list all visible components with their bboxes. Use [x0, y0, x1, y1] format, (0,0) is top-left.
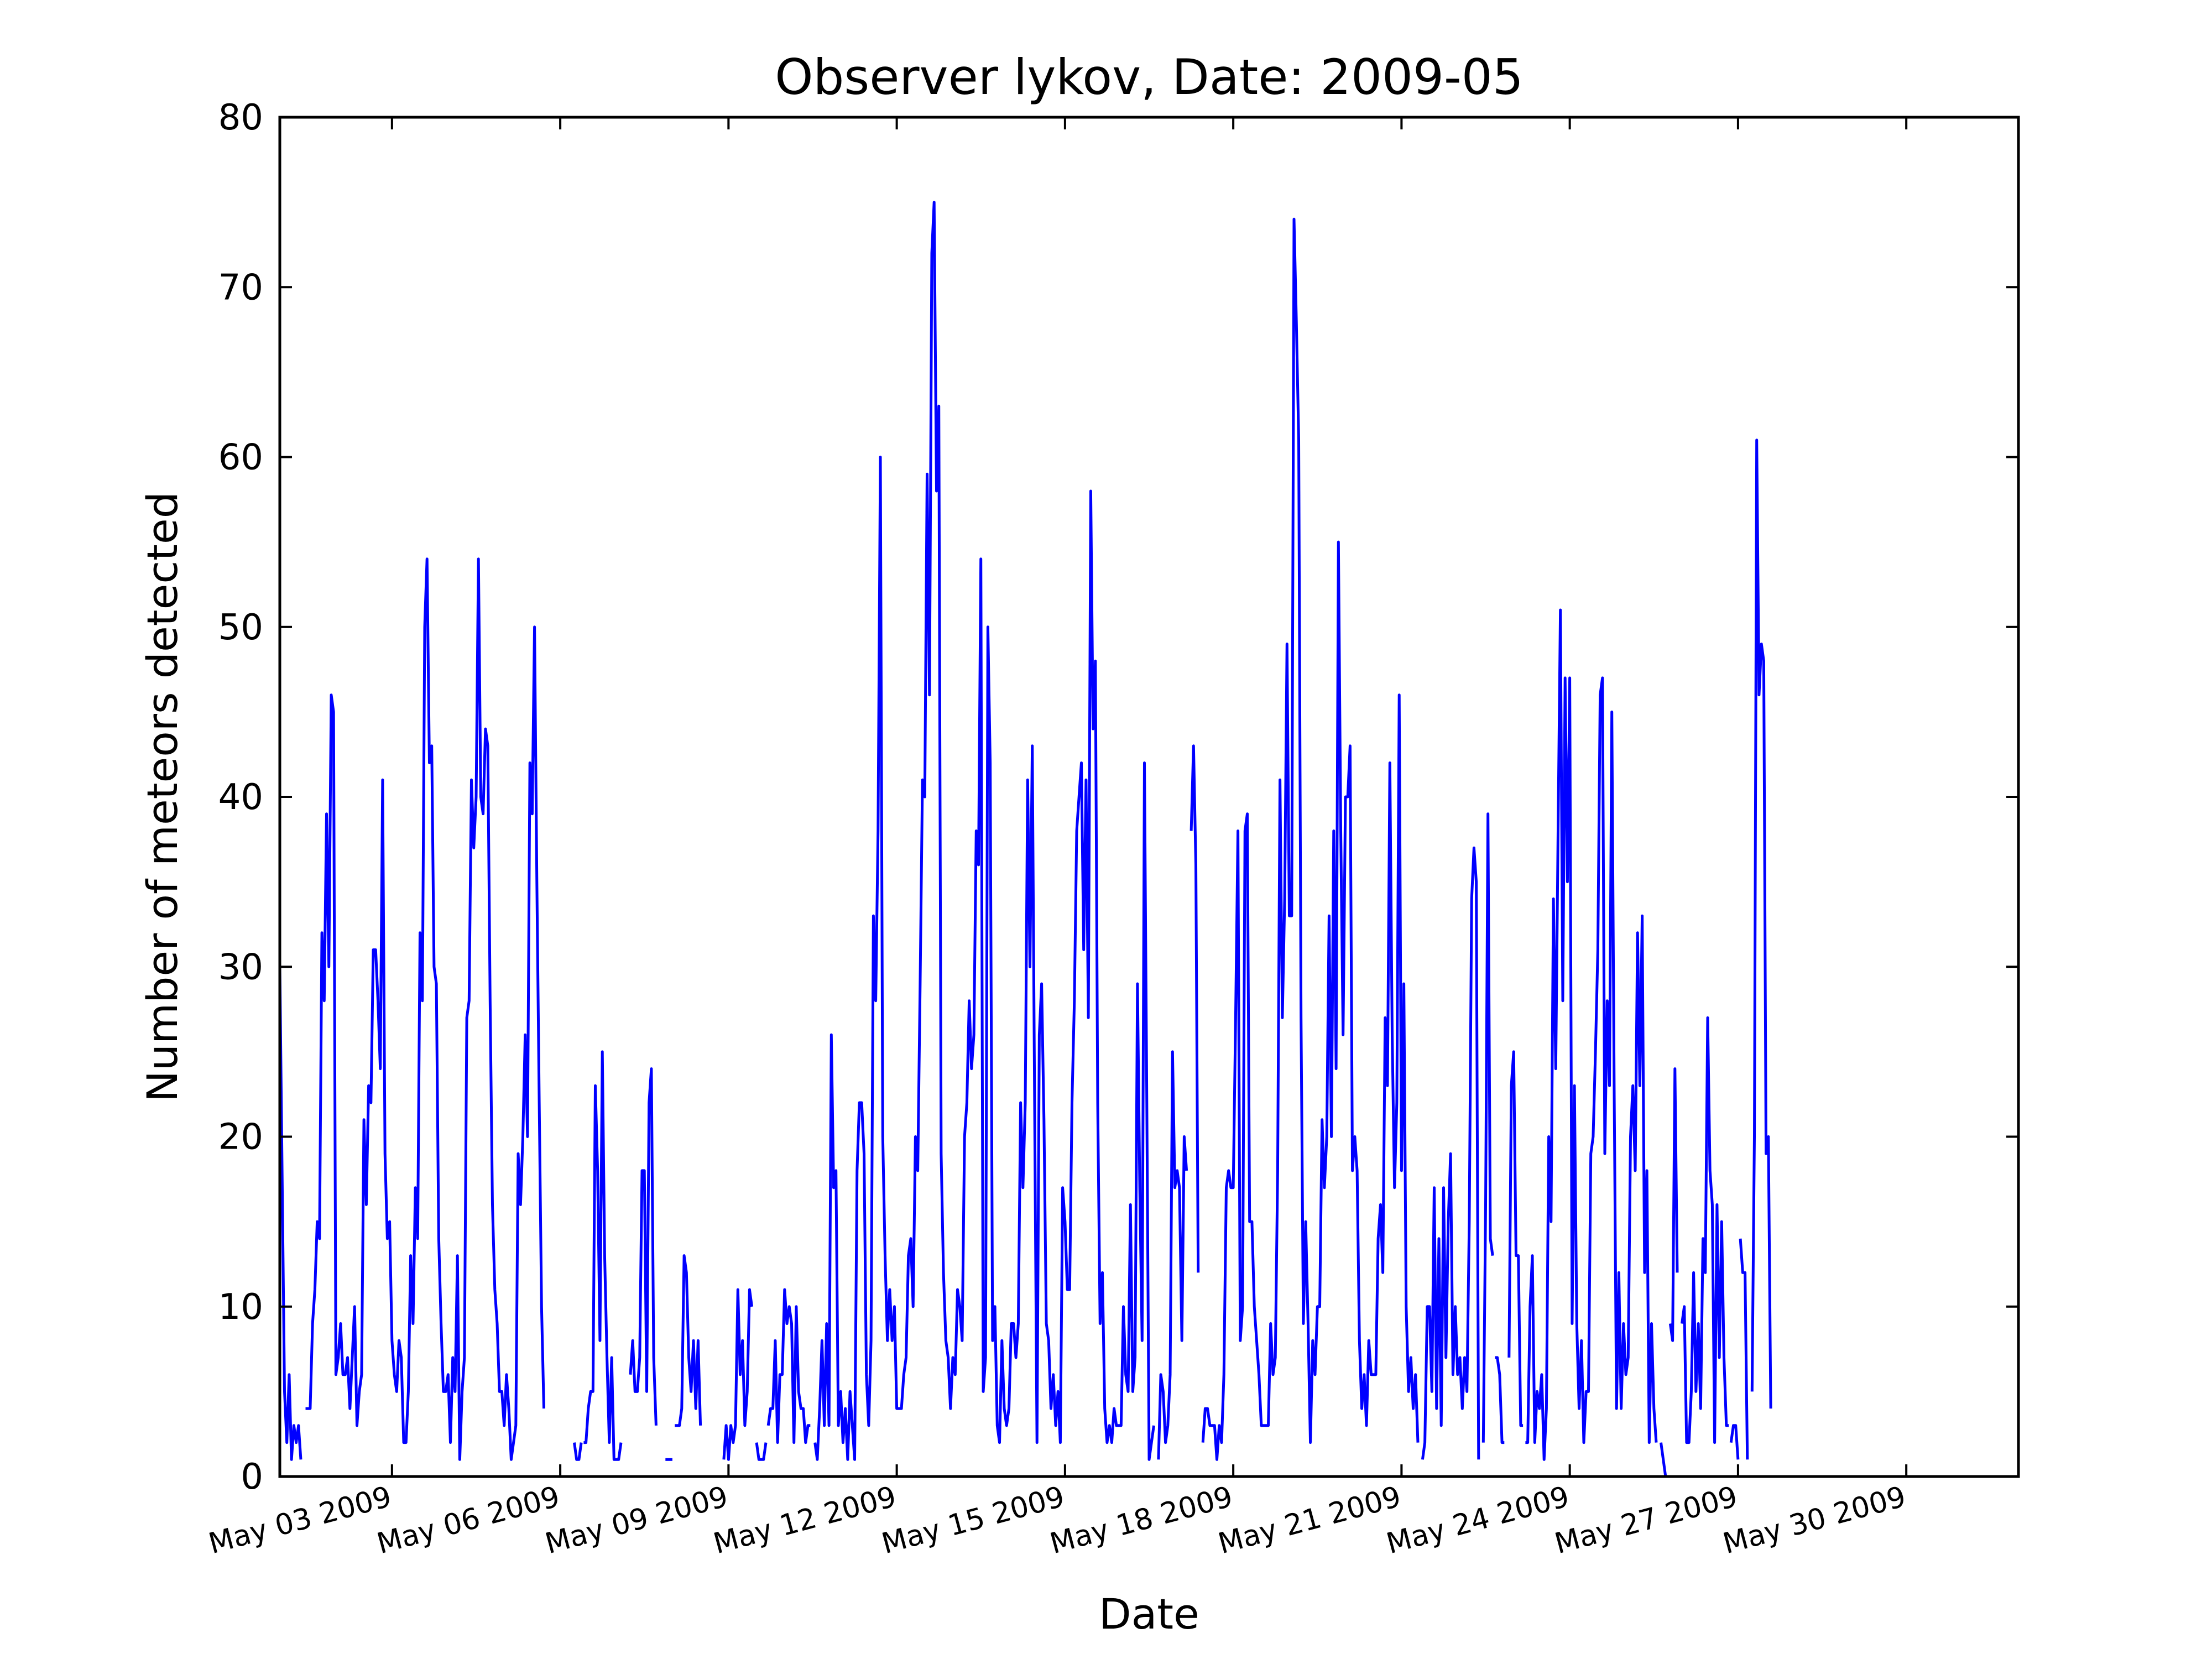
y-tick-label: 10 — [218, 1287, 263, 1328]
y-tick-label: 60 — [218, 437, 263, 478]
chart-title: Observer lykov, Date: 2009-05 — [775, 49, 1524, 106]
series-line-segment-5 — [629, 1067, 658, 1426]
series-line-segment-23 — [1729, 1424, 1740, 1460]
series-line-segment-12 — [1157, 1050, 1188, 1460]
series-line-segment-2 — [305, 557, 545, 1461]
series-line-segment-9 — [755, 1442, 768, 1461]
y-tick-label: 20 — [218, 1117, 263, 1158]
series-line-segment-8 — [722, 1288, 754, 1461]
series-line-segment-15 — [1421, 846, 1480, 1460]
series-line-segment-3 — [573, 1442, 583, 1461]
series-line-segment-11 — [813, 201, 1155, 1461]
series-line-segment-14 — [1201, 217, 1420, 1461]
series-line-segment-25 — [1750, 439, 1772, 1409]
series-layer — [278, 201, 1772, 1477]
series-line-segment-17 — [1495, 1356, 1505, 1444]
y-axis: 0 10 20 30 40 50 60 70 80 — [218, 97, 2018, 1498]
series-line-segment-10 — [766, 1288, 811, 1444]
x-axis-label: Date — [1099, 1589, 1199, 1639]
series-line-segment-7 — [675, 1254, 702, 1427]
series-line-segment-20 — [1660, 1442, 1667, 1477]
series-line-segment-4 — [583, 1050, 623, 1461]
series-line-segment-18 — [1507, 1050, 1524, 1427]
series-line-segment-1 — [278, 967, 302, 1461]
y-tick-label: 0 — [241, 1457, 263, 1498]
y-tick-label: 50 — [218, 607, 263, 648]
y-tick-label: 40 — [218, 777, 263, 818]
series-line-segment-13 — [1190, 744, 1200, 1273]
y-tick-label: 80 — [218, 97, 263, 138]
y-tick-label: 30 — [218, 947, 263, 988]
series-line-segment-21 — [1668, 1067, 1679, 1342]
series-line-segment-22 — [1681, 1016, 1729, 1444]
series-line-segment-24 — [1739, 1238, 1749, 1460]
y-axis-label: Number of meteors detected — [138, 492, 187, 1102]
series-line-segment-16 — [1481, 812, 1494, 1443]
y-tick-label: 70 — [218, 267, 263, 308]
series-line-segment-19 — [1525, 608, 1658, 1461]
